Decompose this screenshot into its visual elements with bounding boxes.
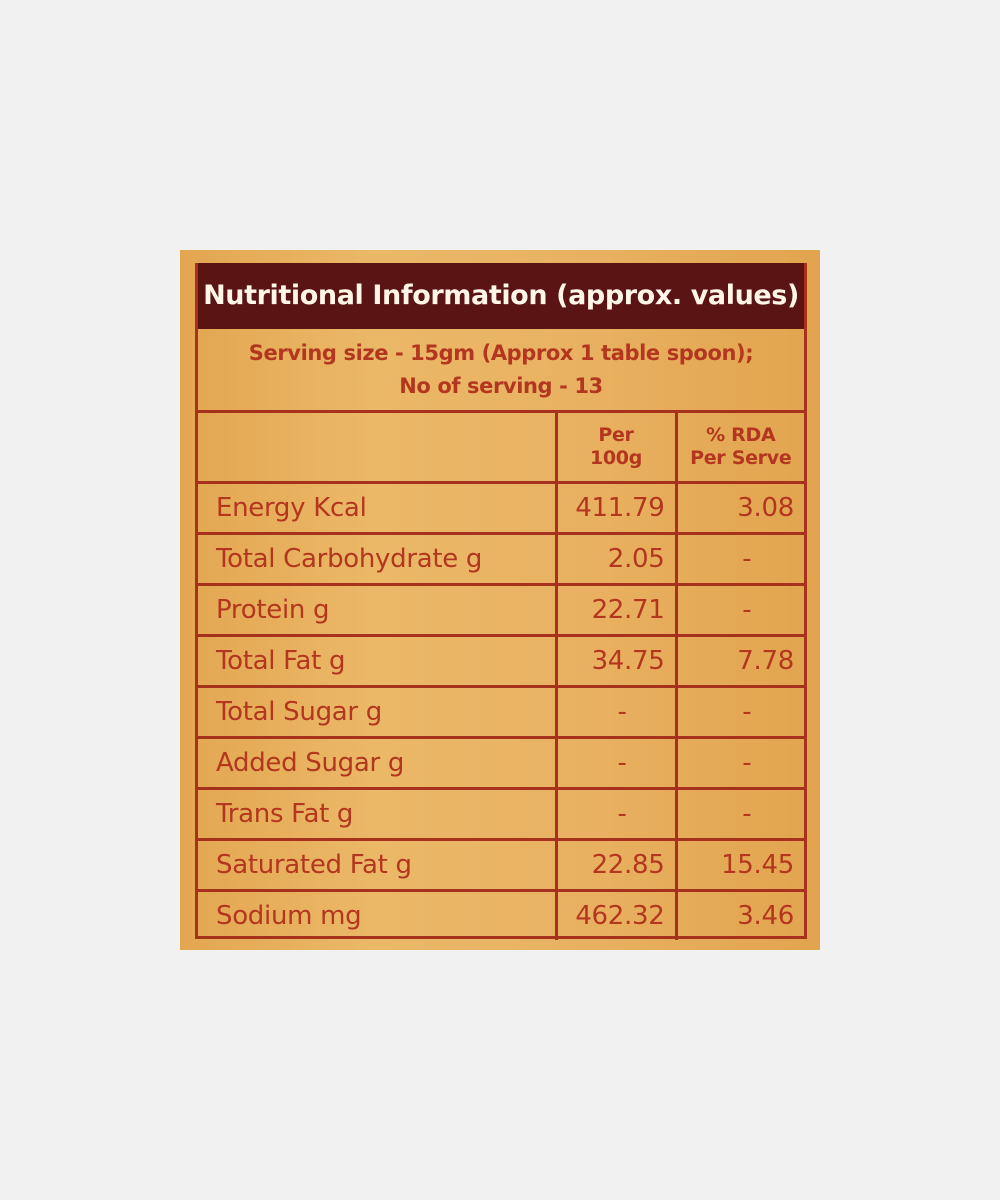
- table-row: Saturated Fat g 22.85 15.45: [198, 839, 804, 892]
- table-row: Total Carbohydrate g 2.05-: [198, 533, 804, 586]
- rda-header-line2: Per Serve: [690, 447, 792, 469]
- per-100g-value: -: [554, 788, 676, 841]
- nutrient-name: Saturated Fat g: [198, 839, 556, 892]
- rda-value: 3.08: [674, 482, 804, 535]
- rda-value: -: [674, 737, 804, 790]
- nutrient-name: Sodium mg: [216, 901, 362, 931]
- rda-value: -: [674, 533, 804, 586]
- rda-value: 15.45: [674, 839, 804, 892]
- table-row: Total Fat g 34.75 7.78: [198, 635, 804, 688]
- per-100g-value: 462.32: [554, 890, 676, 940]
- rda-value: -: [674, 584, 804, 637]
- per-100g-header-line1: Per: [598, 424, 634, 446]
- table-header-row: Per 100g % RDA Per Serve: [198, 413, 804, 484]
- servings-count-text: No of serving - 13: [399, 374, 603, 398]
- per-100g-header-line2: 100g: [589, 447, 643, 469]
- nutrient-name: Total Sugar g: [198, 686, 556, 739]
- per-100g-column-header: Per 100g: [554, 413, 676, 484]
- per-100g-value: 34.75: [554, 635, 676, 688]
- table-row: Energy Kcal 411.79 3.08: [198, 482, 804, 535]
- table-row: Sodium mg 462.32 3.46: [198, 890, 804, 940]
- nutrient-name: Trans Fat g: [198, 788, 556, 841]
- nutrient-name: Total Fat g: [198, 635, 556, 688]
- rda-value: -: [674, 788, 804, 841]
- nutrient-name: Total Carbohydrate g: [198, 533, 556, 586]
- nutrition-table-body: Energy Kcal 411.79 3.08 Total Carbohydrate …: [198, 482, 804, 940]
- rda-value: -: [674, 686, 804, 739]
- per-100g-value: 411.79: [554, 482, 676, 535]
- table-row: Trans Fat g--: [198, 788, 804, 841]
- rda-column-header: % RDA Per Serve: [674, 413, 804, 484]
- rda-value: 3.46: [674, 890, 804, 940]
- table-row: Protein g 22.71-: [198, 584, 804, 637]
- per-100g-value: 2.05: [554, 533, 676, 586]
- rda-value: 7.78: [674, 635, 804, 688]
- rda-header-line1: % RDA: [706, 424, 776, 446]
- nutrition-panel: Nutritional Information (approx. values)…: [195, 263, 807, 940]
- per-100g-value: 22.71: [554, 584, 676, 637]
- nutrient-name: Energy Kcal: [198, 482, 556, 535]
- serving-info: Serving size - 15gm (Approx 1 table spoo…: [198, 329, 804, 413]
- per-100g-value: 22.85: [554, 839, 676, 892]
- label-title: Nutritional Information (approx. values): [198, 263, 804, 329]
- per-100g-value: -: [554, 737, 676, 790]
- per-100g-value: -: [554, 686, 676, 739]
- nutrition-table: Per 100g % RDA Per Serve Energy Kcal 411.…: [198, 413, 804, 940]
- table-row: Total Sugar g--: [198, 686, 804, 739]
- table-row: Added Sugar g--: [198, 737, 804, 790]
- nutrient-column-header: [198, 413, 556, 484]
- nutrient-name: Added Sugar g: [198, 737, 556, 790]
- serving-size-text: Serving size - 15gm (Approx 1 table spoo…: [248, 341, 754, 365]
- nutrient-name: Protein g: [198, 584, 556, 637]
